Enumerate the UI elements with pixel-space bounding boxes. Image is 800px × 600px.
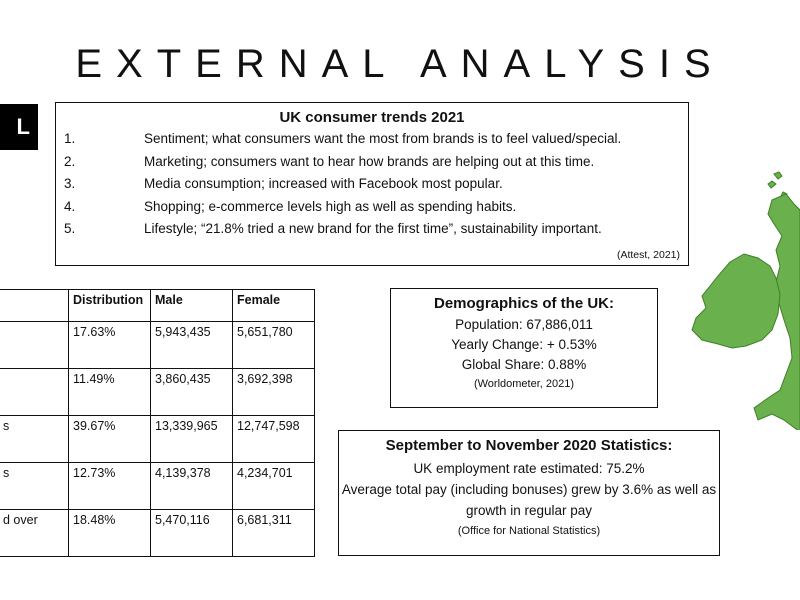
list-number: 5. — [64, 221, 76, 236]
table-cell: 18.48% — [68, 509, 151, 557]
list-item: 3. Media consumption; increased with Face… — [64, 173, 688, 196]
statistics-box: September to November 2020 Statistics: U… — [338, 430, 720, 556]
table-row: s 12.73% 4,139,378 4,234,701 — [0, 462, 315, 510]
employment-rate-text: UK employment rate estimated: 75.2% — [413, 461, 645, 476]
side-tab: L — [0, 104, 38, 150]
pay-growth-text: Average total pay (including bonuses) gr… — [341, 482, 717, 497]
table-row: 11.49% 3,860,435 3,692,398 — [0, 368, 315, 416]
table-cell: 12,747,598 — [232, 415, 315, 463]
statistics-heading: September to November 2020 Statistics: — [385, 437, 673, 454]
table-header: Male — [150, 289, 233, 322]
population-text: Population: 67,886,011 — [455, 317, 593, 332]
table-cell: 4,139,378 — [150, 462, 233, 510]
list-text: Shopping; e-commerce levels high as well… — [144, 198, 517, 214]
age-distribution-table: Distribution Male Female 17.63% 5,943,43… — [0, 289, 315, 557]
map-great-britain — [753, 193, 800, 430]
list-text: Media consumption; increased with Facebo… — [144, 176, 503, 191]
list-text: Marketing; consumers want to hear how br… — [144, 153, 595, 169]
table-header-row: Distribution Male Female — [0, 289, 315, 322]
demographics-box: Demographics of the UK: Population: 67,8… — [390, 288, 658, 408]
uk-ireland-map — [691, 171, 800, 430]
consumer-trends-heading: UK consumer trends 2021 — [279, 109, 465, 126]
list-item: 1. Sentiment; what consumers want the mos… — [64, 128, 688, 151]
consumer-trends-box: UK consumer trends 2021 1. Sentiment; wha… — [55, 102, 689, 266]
list-item: 5. Lifestyle; “21.8% tried a new brand fo… — [64, 218, 688, 241]
table-cell: 5,470,116 — [150, 509, 233, 557]
yearly-change-text: Yearly Change: + 0.53% — [451, 337, 597, 352]
table-cell: 3,860,435 — [150, 368, 233, 416]
table-header — [0, 289, 69, 322]
table-cell — [0, 321, 69, 369]
demographics-source: (Worldometer, 2021) — [473, 378, 575, 390]
table-cell: 13,339,965 — [150, 415, 233, 463]
table-cell: 3,692,398 — [232, 368, 315, 416]
table-cell: 11.49% — [68, 368, 151, 416]
statistics-source: (Office for National Statistics) — [457, 525, 601, 537]
table-cell: 39.67% — [68, 415, 151, 463]
table-header: Female — [232, 289, 315, 322]
consumer-trends-source: (Attest, 2021) — [616, 249, 680, 261]
table-cell: 17.63% — [68, 321, 151, 369]
table-row: 17.63% 5,943,435 5,651,780 — [0, 321, 315, 369]
list-number: 2. — [64, 153, 76, 169]
list-item: 2. Marketing; consumers want to hear how … — [64, 151, 688, 174]
table-cell: s — [0, 415, 69, 463]
table-cell: 12.73% — [68, 462, 151, 510]
table-cell: 5,943,435 — [150, 321, 233, 369]
list-item: 4. Shopping; e-commerce levels high as we… — [64, 196, 688, 219]
table-cell: 4,234,701 — [232, 462, 315, 510]
demographics-heading: Demographics of the UK: — [433, 295, 614, 312]
pay-growth-text-cont: growth in regular pay — [465, 503, 593, 518]
list-text: Lifestyle; “21.8% tried a new brand for … — [144, 221, 602, 236]
list-number: 1. — [64, 131, 76, 146]
table-header: Distribution — [68, 289, 151, 322]
table-cell — [0, 368, 69, 416]
table-cell: s — [0, 462, 69, 510]
map-island — [767, 180, 777, 189]
table-cell: 5,651,780 — [232, 321, 315, 369]
list-number: 4. — [64, 198, 76, 214]
page-title: EXTERNAL ANALYSIS — [75, 42, 725, 86]
list-number: 3. — [64, 176, 76, 191]
table-cell: 6,681,311 — [232, 509, 315, 557]
map-ireland — [691, 253, 781, 349]
map-island — [773, 171, 783, 180]
global-share-text: Global Share: 0.88% — [461, 357, 587, 372]
list-text: Sentiment; what consumers want the most … — [144, 131, 622, 146]
table-row: s 39.67% 13,339,965 12,747,598 — [0, 415, 315, 463]
table-row: d over 18.48% 5,470,116 6,681,311 — [0, 509, 315, 557]
table-cell: d over — [0, 509, 69, 557]
consumer-trends-list: 1. Sentiment; what consumers want the mos… — [56, 128, 688, 241]
